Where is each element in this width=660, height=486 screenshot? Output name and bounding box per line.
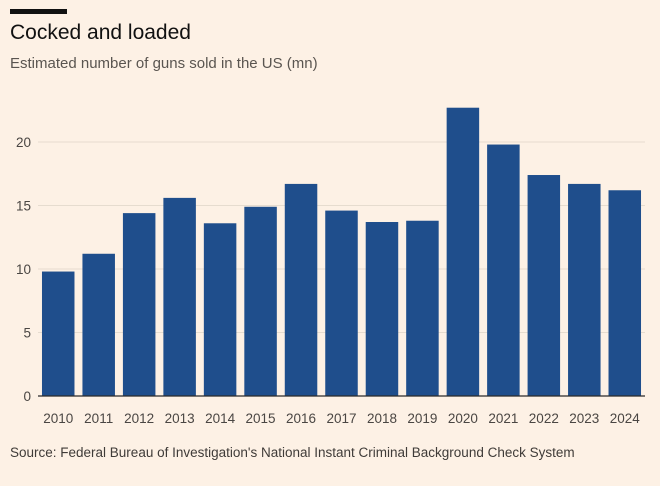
bar (608, 190, 642, 396)
x-tick-label: 2014 (205, 411, 236, 426)
bar (41, 271, 75, 396)
bar (122, 213, 156, 396)
bar (203, 223, 237, 396)
x-tick-label: 2020 (448, 411, 478, 426)
bar-chart: 0 5 10 15 20 2010 2011 2012 2013 2014 2015 2016 2017… (16, 107, 645, 426)
chart-title: Cocked and loaded (10, 21, 191, 44)
bar (527, 175, 561, 396)
top-rule (10, 9, 67, 14)
bar (284, 183, 318, 396)
bar (244, 206, 277, 396)
bar (365, 222, 399, 396)
y-tick-label: 10 (16, 262, 31, 277)
axes: 0 5 10 15 20 2010 2011 2012 2013 2014 2015 2016 2017… (16, 135, 645, 426)
y-tick-label: 15 (16, 199, 31, 214)
x-tick-label: 2011 (84, 411, 113, 426)
x-tick-label: 2021 (488, 411, 518, 426)
x-tick-label: 2022 (529, 411, 559, 426)
bar (568, 183, 601, 396)
bars (41, 107, 642, 397)
y-tick-label: 0 (23, 389, 31, 404)
x-tick-label: 2015 (246, 411, 276, 426)
x-tick-label: 2024 (610, 411, 641, 426)
x-tick-label: 2010 (43, 411, 73, 426)
y-tick-label: 20 (16, 135, 31, 150)
bar (406, 220, 439, 396)
chart-subtitle: Estimated number of guns sold in the US … (10, 55, 318, 72)
bar (487, 144, 520, 396)
bar (163, 197, 196, 396)
x-tick-label: 2018 (367, 411, 397, 426)
x-tick-label: 2023 (569, 411, 599, 426)
bar (82, 253, 115, 396)
x-tick-label: 2017 (326, 411, 356, 426)
y-tick-label: 5 (23, 326, 31, 341)
bar (446, 107, 480, 397)
x-tick-label: 2012 (124, 411, 154, 426)
bar (325, 210, 358, 396)
x-tick-label: 2016 (286, 411, 316, 426)
x-tick-label: 2019 (407, 411, 437, 426)
source-note: Source: Federal Bureau of Investigation'… (10, 445, 575, 460)
x-tick-label: 2013 (165, 411, 195, 426)
